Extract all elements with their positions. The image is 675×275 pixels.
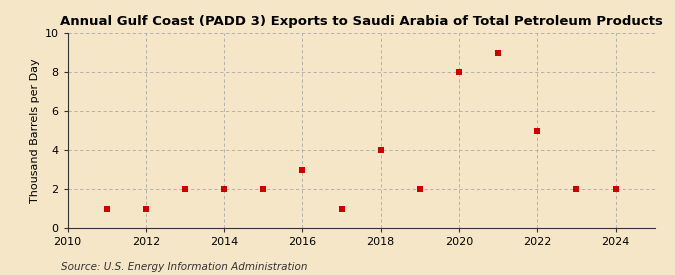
Point [532,128,543,133]
Point [219,187,230,191]
Point [101,207,112,211]
Point [571,187,582,191]
Point [493,50,504,55]
Title: Annual Gulf Coast (PADD 3) Exports to Saudi Arabia of Total Petroleum Products: Annual Gulf Coast (PADD 3) Exports to Sa… [59,15,663,28]
Text: Source: U.S. Energy Information Administration: Source: U.S. Energy Information Administ… [61,262,307,272]
Point [180,187,190,191]
Point [414,187,425,191]
Point [336,207,347,211]
Point [610,187,621,191]
Point [140,207,151,211]
Y-axis label: Thousand Barrels per Day: Thousand Barrels per Day [30,58,40,203]
Point [454,70,464,74]
Point [297,167,308,172]
Point [375,148,386,152]
Point [258,187,269,191]
